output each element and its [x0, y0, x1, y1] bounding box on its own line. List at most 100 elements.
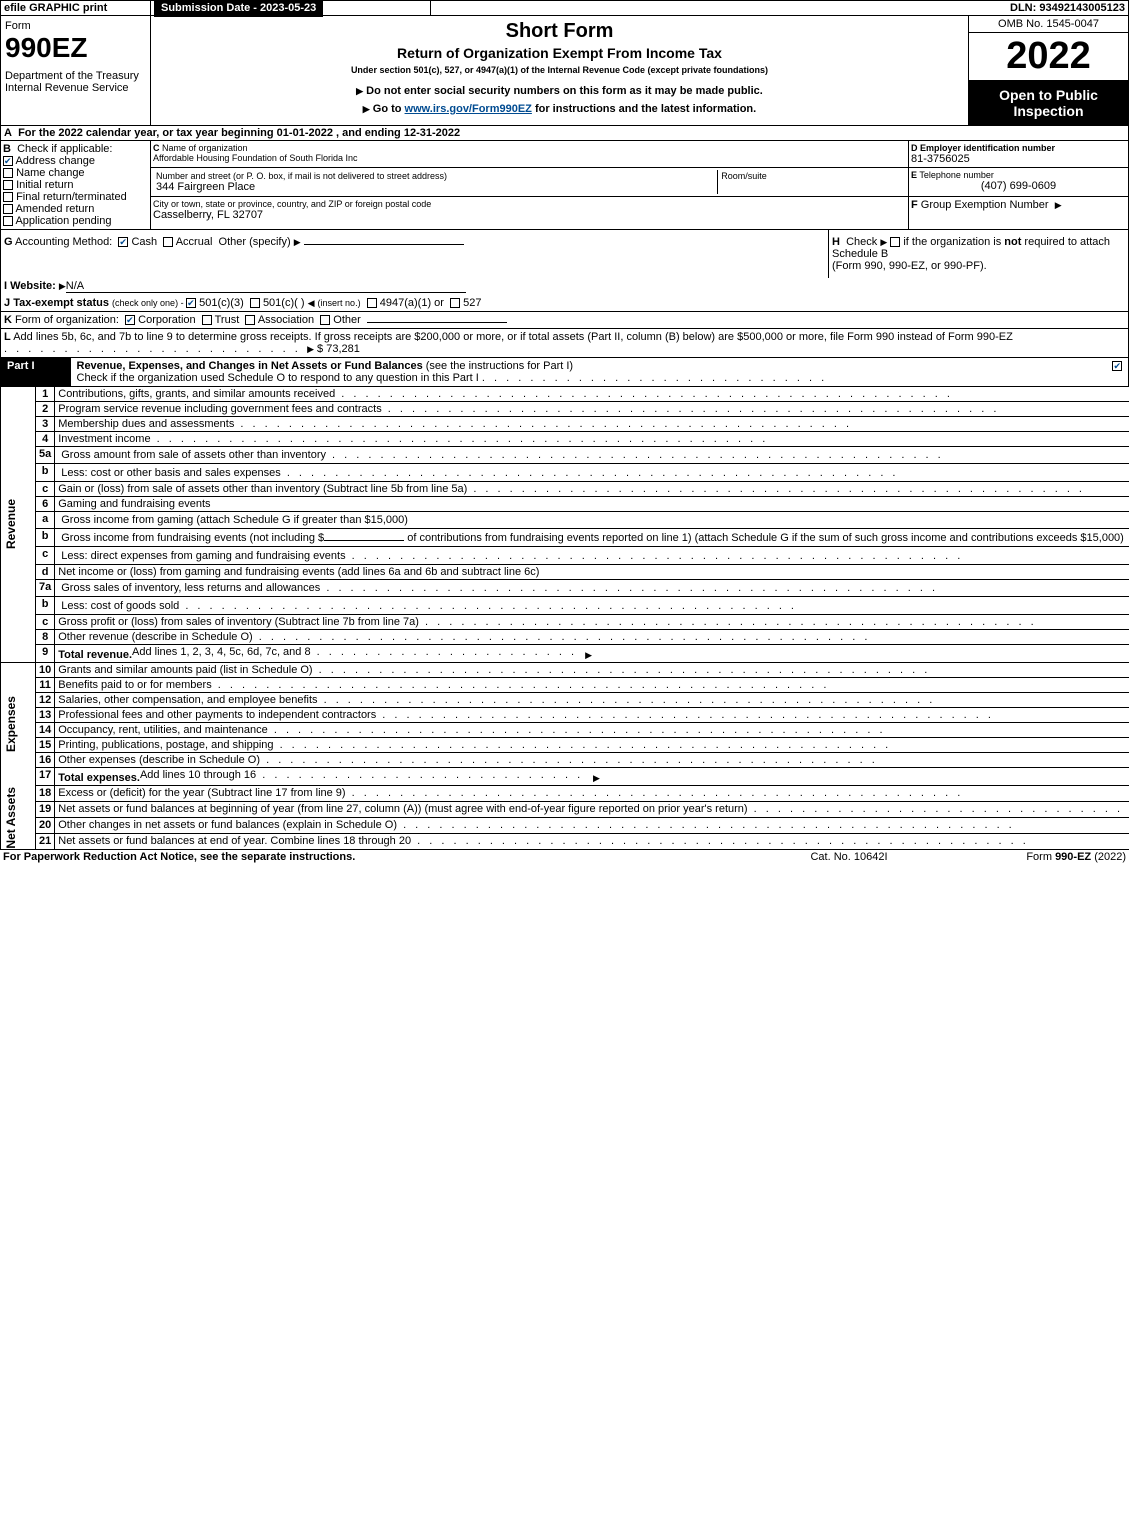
k-row: K Form of organization: Corporation Trus… [0, 312, 1129, 329]
checkbox-schedule-o[interactable] [1112, 361, 1122, 371]
checkbox-trust[interactable] [202, 315, 212, 325]
k-assoc: Association [258, 314, 314, 326]
g-label: Accounting Method: [15, 236, 112, 248]
j-bhint: (insert no.) [318, 298, 361, 308]
footer-form: Form [1026, 851, 1055, 863]
irs-link[interactable]: www.irs.gov/Form990EZ [405, 103, 532, 115]
line-num: 20 [36, 818, 55, 834]
submission-date-button[interactable]: Submission Date - 2023-05-23 [154, 0, 323, 17]
c-name-label: Name of organization [162, 143, 248, 153]
g-h-row: G Accounting Method: Cash Accrual Other … [0, 230, 1129, 278]
line-tail: of contributions from fundraising events… [407, 532, 1124, 544]
street-label: Number and street (or P. O. box, if mail… [156, 171, 714, 181]
h-tail2: (Form 990, 990-EZ, or 990-PF). [832, 260, 987, 272]
line-label: Gain or (loss) from sale of assets other… [58, 483, 467, 495]
checkbox-cash[interactable] [118, 237, 128, 247]
j-b: 501(c)( ) [263, 297, 305, 309]
line-num: 12 [36, 693, 55, 708]
revenue-section-label: Revenue [4, 499, 18, 549]
checkbox-501c[interactable] [250, 298, 260, 308]
line-num: b [36, 529, 55, 547]
i-label: Website: [10, 280, 56, 292]
org-name: Affordable Housing Foundation of South F… [153, 153, 906, 163]
checkbox-final-return[interactable] [3, 192, 13, 202]
line-num: 21 [36, 834, 55, 850]
line-num: 19 [36, 802, 55, 818]
k-corp: Corporation [138, 314, 195, 326]
section-a-text: For the 2022 calendar year, or tax year … [18, 127, 460, 139]
line-label: Gross sales of inventory, less returns a… [61, 582, 320, 594]
f-label: Group Exemption Number [921, 199, 1049, 211]
line-label: Grants and similar amounts paid (list in… [58, 664, 312, 676]
line-num: c [36, 482, 55, 497]
line-label: Program service revenue including govern… [58, 403, 381, 415]
checkbox-initial-return[interactable] [3, 180, 13, 190]
checkbox-assoc[interactable] [245, 315, 255, 325]
goto-prefix: Go to [373, 103, 405, 115]
line-num: 6 [36, 497, 55, 512]
arrow-icon [307, 343, 314, 355]
arrow-icon [59, 280, 66, 292]
b-item-2: Initial return [16, 179, 73, 191]
line-label: Less: cost of goods sold [61, 600, 179, 612]
line-num: b [36, 464, 55, 482]
no-ssn: Do not enter social security numbers on … [366, 85, 763, 97]
line-num: 13 [36, 708, 55, 723]
line-num: 5a [36, 447, 55, 464]
checkbox-h[interactable] [890, 237, 900, 247]
line-label: Less: direct expenses from gaming and fu… [61, 550, 345, 562]
d-label: Employer identification number [920, 143, 1055, 153]
checkbox-4947[interactable] [367, 298, 377, 308]
line-label: Gaming and fundraising events [58, 498, 210, 510]
line-tail: Add lines 10 through 16 [140, 769, 590, 781]
arrow-icon [356, 85, 363, 97]
checkbox-name-change[interactable] [3, 168, 13, 178]
line-label: Occupancy, rent, utilities, and maintena… [58, 724, 268, 736]
website-value: N/A [66, 280, 84, 292]
checkbox-other[interactable] [320, 315, 330, 325]
arrow-icon [363, 103, 370, 115]
line-label: Other revenue (describe in Schedule O) [58, 631, 252, 643]
line-num: 1 [36, 387, 55, 402]
line-label: Excess or (deficit) for the year (Subtra… [58, 787, 345, 799]
irs-label: Internal Revenue Service [5, 82, 146, 94]
checkbox-accrual[interactable] [163, 237, 173, 247]
line-label: Net income or (loss) from gaming and fun… [58, 566, 539, 578]
checkbox-527[interactable] [450, 298, 460, 308]
b-item-5: Application pending [15, 215, 111, 227]
footer-formno: 990-EZ [1055, 851, 1091, 863]
line-label: Other changes in net assets or fund bala… [58, 819, 397, 831]
checkbox-corp[interactable] [125, 315, 135, 325]
city-label: City or town, state or province, country… [153, 199, 906, 209]
ein-value: 81-3756025 [911, 153, 1126, 165]
line-label: Other expenses (describe in Schedule O) [58, 754, 260, 766]
line-num: 17 [36, 768, 55, 786]
b-item-4: Amended return [15, 203, 94, 215]
line-label: Less: cost or other basis and sales expe… [61, 467, 281, 479]
room-label: Room/suite [718, 170, 906, 194]
pra-notice: For Paperwork Reduction Act Notice, see … [0, 850, 749, 864]
arrow-icon [593, 772, 600, 784]
under-section: Under section 501(c), 527, or 4947(a)(1)… [155, 65, 964, 75]
dept-treasury: Department of the Treasury [5, 70, 146, 82]
checkbox-pending[interactable] [3, 216, 13, 226]
omb-number: OMB No. 1545-0047 [969, 16, 1128, 33]
checkbox-501c3[interactable] [186, 298, 196, 308]
open-public: Open to Public Inspection [969, 81, 1128, 125]
line-num: a [36, 512, 55, 529]
checkbox-address-change[interactable] [3, 156, 13, 166]
line-num: c [36, 547, 55, 565]
line-label: Professional fees and other payments to … [58, 709, 376, 721]
form-header: Form 990EZ Department of the Treasury In… [0, 16, 1129, 126]
efile-print[interactable]: efile GRAPHIC print [1, 1, 151, 16]
line-num: 18 [36, 786, 55, 802]
line-num: 14 [36, 723, 55, 738]
dln-label: DLN: 93492143005123 [431, 1, 1129, 16]
arrow-icon [585, 649, 592, 661]
page-footer: For Paperwork Reduction Act Notice, see … [0, 850, 1129, 864]
line-num: 2 [36, 402, 55, 417]
e-label: Telephone number [919, 170, 994, 180]
checkbox-amended[interactable] [3, 204, 13, 214]
check-if-applicable: Check if applicable: [17, 143, 112, 155]
line-label: Gross amount from sale of assets other t… [61, 449, 326, 461]
